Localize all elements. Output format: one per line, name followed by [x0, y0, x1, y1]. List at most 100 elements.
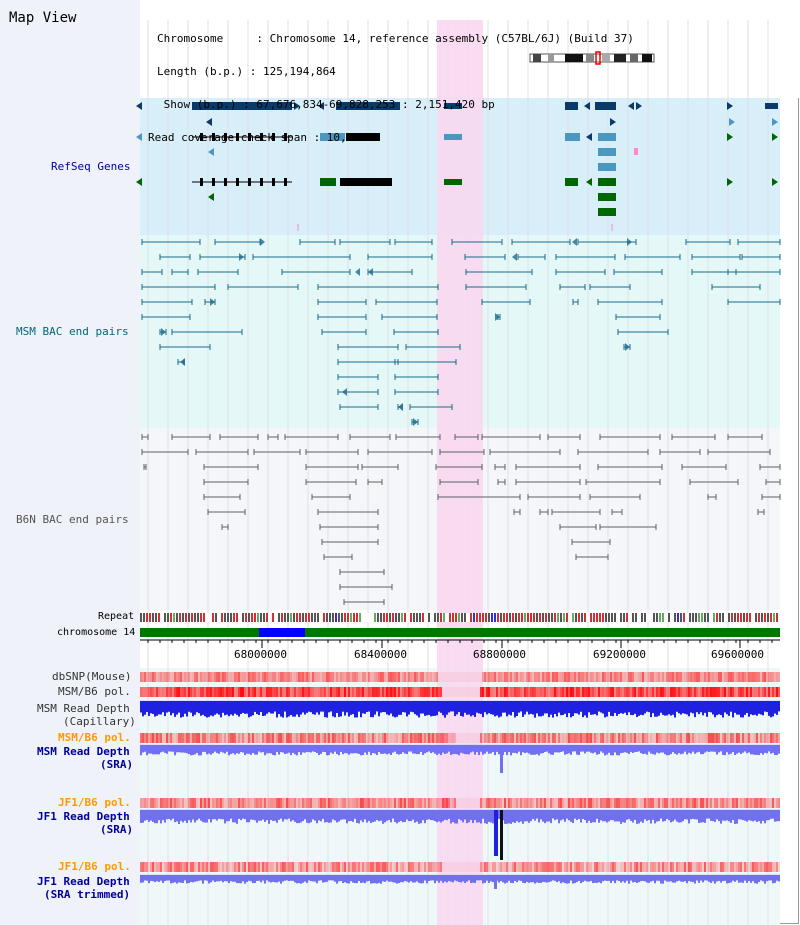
- heat-cell: [484, 687, 486, 697]
- depth-bar: [778, 745, 780, 754]
- heat-cell: [556, 733, 558, 743]
- depth-bar: [668, 701, 670, 715]
- heat-cell: [528, 733, 530, 743]
- repeat-block: [686, 613, 688, 622]
- heat-cell: [208, 862, 210, 872]
- heat-cell: [326, 672, 328, 682]
- heat-cell: [712, 798, 714, 808]
- depth-bar: [296, 745, 298, 756]
- heat-cell: [158, 862, 160, 872]
- depth-bar: [258, 701, 260, 716]
- depth-bar: [300, 875, 302, 884]
- depth-bar: [146, 875, 148, 881]
- heat-cell: [188, 733, 190, 743]
- depth-bar: [716, 875, 718, 882]
- repeat-block: [533, 613, 535, 622]
- heat-cell: [252, 733, 254, 743]
- depth-bar: [206, 875, 208, 881]
- heat-cell: [436, 733, 438, 743]
- depth-bar: [696, 810, 698, 820]
- depth-bar: [718, 701, 720, 715]
- jf1-b6-pol-label: JF1/B6 pol.: [58, 796, 131, 809]
- msm-bac-label[interactable]: MSM BAC end pairs: [16, 325, 129, 338]
- heat-cell: [420, 862, 422, 872]
- depth-bar: [756, 745, 758, 755]
- depth-bar: [450, 810, 452, 824]
- heat-cell: [760, 687, 762, 697]
- heat-cell: [370, 733, 372, 743]
- heat-cell: [298, 862, 300, 872]
- heat-cell: [332, 672, 334, 682]
- repeat-block: [209, 613, 211, 622]
- b6n-bac-label[interactable]: B6N BAC end pairs: [16, 513, 129, 526]
- heat-cell: [630, 687, 632, 697]
- depth-bar: [284, 810, 286, 820]
- heat-cell: [698, 798, 700, 808]
- depth-bar: [548, 745, 550, 754]
- heat-cell: [662, 733, 664, 743]
- heat-cell: [490, 672, 492, 682]
- depth-bar: [646, 745, 648, 755]
- depth-bar: [516, 701, 518, 717]
- refseq-label[interactable]: RefSeq Genes: [51, 160, 131, 173]
- heat-cell: [330, 687, 332, 697]
- depth-bar: [516, 810, 518, 822]
- depth-bar: [140, 875, 142, 883]
- heat-cell: [288, 687, 290, 697]
- depth-bar: [452, 701, 454, 712]
- depth-bar: [162, 745, 164, 752]
- depth-bar: [752, 875, 754, 882]
- depth-bar: [738, 875, 740, 883]
- heat-cell: [350, 798, 352, 808]
- heat-cell: [144, 672, 146, 682]
- heat-cell: [216, 733, 218, 743]
- repeat-block: [740, 613, 742, 622]
- heat-cell: [454, 672, 456, 682]
- heat-cell: [536, 687, 538, 697]
- heat-cell: [212, 862, 214, 872]
- heat-cell: [660, 672, 662, 682]
- depth-bar: [726, 745, 728, 753]
- depth-bar: [676, 745, 678, 755]
- depth-bar: [336, 745, 338, 755]
- heat-cell: [556, 862, 558, 872]
- gene-arrow: [584, 102, 590, 110]
- depth-bar: [530, 701, 532, 714]
- depth-bar: [748, 745, 750, 753]
- heat-cell: [742, 862, 744, 872]
- depth-bar: [350, 701, 352, 715]
- repeat-block: [584, 613, 586, 622]
- heat-cell: [280, 862, 282, 872]
- repeat-block: [746, 613, 748, 622]
- heat-cell: [178, 798, 180, 808]
- heat-cell: [410, 687, 412, 697]
- heat-cell: [394, 798, 396, 808]
- depth-bar: [182, 745, 184, 753]
- depth-bar: [196, 875, 198, 882]
- heat-cell: [532, 733, 534, 743]
- depth-bar: [468, 701, 470, 715]
- depth-bar: [418, 701, 420, 718]
- heat-cell: [348, 862, 350, 872]
- heat-cell: [634, 798, 636, 808]
- depth-bar: [254, 745, 256, 755]
- depth-bar: [748, 875, 750, 881]
- heat-cell: [592, 798, 594, 808]
- heat-cell: [682, 687, 684, 697]
- heat-cell: [534, 798, 536, 808]
- heat-cell: [406, 687, 408, 697]
- depth-bar: [436, 810, 438, 823]
- heat-cell: [758, 672, 760, 682]
- heat-cell: [182, 798, 184, 808]
- heat-cell: [346, 862, 348, 872]
- depth-bar: [710, 810, 712, 821]
- heat-cell: [420, 687, 422, 697]
- depth-bar: [624, 810, 626, 823]
- repeat-block: [323, 613, 325, 622]
- heat-cell: [266, 672, 268, 682]
- depth-bar: [464, 875, 466, 883]
- depth-bar: [690, 810, 692, 820]
- heat-cell: [444, 672, 446, 682]
- heat-cell: [560, 798, 562, 808]
